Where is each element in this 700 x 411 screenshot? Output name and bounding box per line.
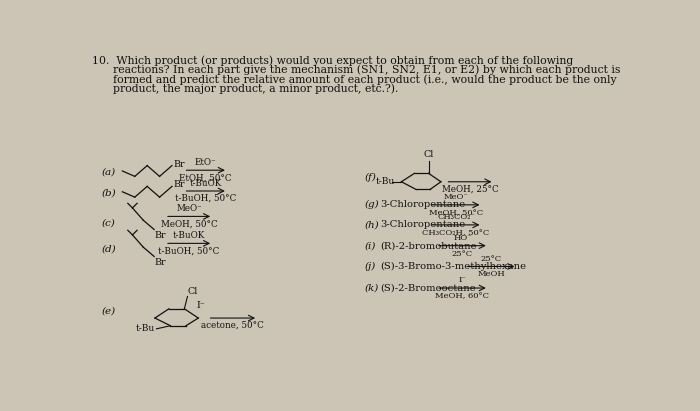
Text: CH₃CO₂⁻: CH₃CO₂⁻ — [437, 213, 475, 221]
Text: t-BuOH, 50°C: t-BuOH, 50°C — [158, 247, 220, 256]
Text: MeOH, 25°C: MeOH, 25°C — [442, 185, 498, 194]
Text: (j): (j) — [365, 262, 376, 271]
Text: (S)-3-Bromo-3-methylhexane: (S)-3-Bromo-3-methylhexane — [381, 262, 526, 271]
Text: (d): (d) — [102, 245, 116, 254]
Text: HO⁻: HO⁻ — [453, 234, 472, 242]
Text: Br: Br — [174, 159, 185, 169]
Text: (h): (h) — [365, 220, 379, 229]
Text: product, the major product, a minor product, etc.?).: product, the major product, a minor prod… — [92, 83, 398, 94]
Text: I⁻: I⁻ — [197, 301, 206, 310]
Text: Cl: Cl — [188, 287, 198, 296]
Text: 3-Chloropentane: 3-Chloropentane — [381, 220, 466, 229]
Text: t-BuOH, 50°C: t-BuOH, 50°C — [175, 194, 237, 203]
Text: Br: Br — [154, 258, 166, 267]
Text: reactions? In each part give the mechanism (SN1, SN2, E1, or E2) by which each p: reactions? In each part give the mechani… — [92, 65, 620, 75]
Text: MeO⁻: MeO⁻ — [444, 193, 468, 201]
Text: (e): (e) — [102, 307, 116, 316]
Text: EtO⁻: EtO⁻ — [195, 158, 216, 167]
Text: t-BuOK: t-BuOK — [173, 231, 205, 240]
Text: (S)-2-Bromooctane: (S)-2-Bromooctane — [381, 284, 476, 293]
Text: 25°C: 25°C — [480, 254, 501, 263]
Text: MeOH: MeOH — [477, 270, 505, 278]
Text: MeO⁻: MeO⁻ — [176, 204, 202, 213]
Text: I⁻: I⁻ — [458, 276, 466, 284]
Text: 25°C: 25°C — [452, 249, 473, 258]
Text: acetone, 50°C: acetone, 50°C — [202, 321, 265, 330]
Text: (f): (f) — [365, 173, 377, 182]
Text: t-Bu: t-Bu — [136, 324, 155, 333]
Text: Br: Br — [154, 231, 166, 240]
Text: CH₃CO₂H, 50°C: CH₃CO₂H, 50°C — [422, 229, 489, 237]
Text: (k): (k) — [365, 284, 379, 293]
Text: (R)-2-bromobutane: (R)-2-bromobutane — [381, 241, 477, 250]
Text: Br: Br — [174, 180, 185, 189]
Text: (g): (g) — [365, 200, 379, 210]
Text: (a): (a) — [102, 168, 116, 177]
Text: (i): (i) — [365, 241, 377, 250]
Text: (c): (c) — [102, 218, 116, 227]
Text: MeOH, 50°C: MeOH, 50°C — [429, 209, 483, 217]
Text: formed and predict the relative amount of each product (i.e., would the product : formed and predict the relative amount o… — [92, 74, 617, 85]
Text: EtOH, 50°C: EtOH, 50°C — [179, 173, 232, 182]
Text: 10.  Which product (or products) would you expect to obtain from each of the fol: 10. Which product (or products) would yo… — [92, 55, 573, 66]
Text: (b): (b) — [102, 189, 116, 198]
Text: Cl: Cl — [424, 150, 434, 159]
Text: MeOH, 50°C: MeOH, 50°C — [161, 219, 218, 229]
Text: t-Bu: t-Bu — [376, 177, 395, 186]
Text: 3-Chloropentane: 3-Chloropentane — [381, 200, 466, 209]
Text: t-BuOK: t-BuOK — [190, 179, 222, 188]
Text: MeOH, 60°C: MeOH, 60°C — [435, 292, 489, 300]
